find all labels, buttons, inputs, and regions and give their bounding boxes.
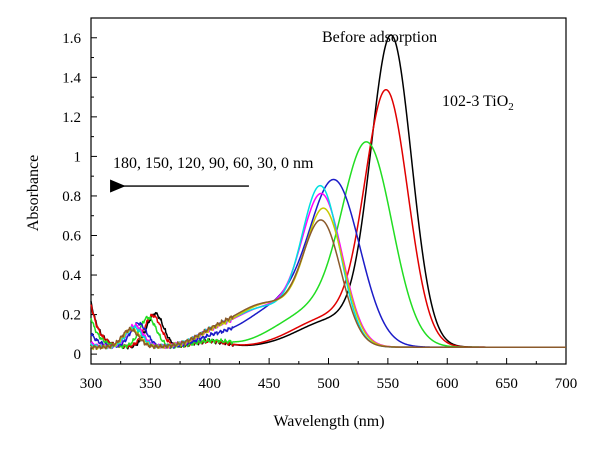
y-tick-label: 1 (74, 149, 82, 165)
x-tick-label: 450 (258, 376, 281, 392)
x-tick-label: 400 (199, 376, 222, 392)
x-tick-label: 500 (317, 376, 340, 392)
x-tick-label: 700 (555, 376, 578, 392)
sample-label: 102-3 TiO2 (442, 93, 514, 113)
y-tick-label: 1.2 (62, 110, 81, 126)
x-axis-title: Wavelength (nm) (273, 413, 384, 430)
series-layer (90, 34, 567, 351)
y-axis-ticks: 0 0.2 0.4 0.6 0.8 1 1.2 1.4 1.6 (62, 31, 97, 363)
x-axis-ticks: 300 350 400 450 500 550 600 650 700 (80, 358, 578, 392)
y-tick-label: 0.6 (62, 228, 81, 244)
y-tick-label: 1.6 (62, 31, 81, 47)
sample-label-main: 102-3 TiO (442, 93, 508, 110)
y-tick-label: 1.4 (62, 70, 81, 86)
x-tick-label: 600 (436, 376, 459, 392)
y-tick-label: 0 (74, 347, 82, 363)
x-tick-label: 550 (377, 376, 400, 392)
series-line (90, 219, 567, 350)
y-axis-title: Absorbance (25, 155, 42, 231)
y-tick-label: 0.4 (62, 268, 81, 284)
y-tick-label: 0.8 (62, 189, 81, 205)
time-series-label: 180, 150, 120, 90, 60, 30, 0 nm (113, 155, 314, 172)
series-line (90, 34, 567, 350)
x-tick-label: 350 (139, 376, 162, 392)
sample-label-subscript: 2 (508, 101, 514, 113)
before-adsorption-label: Before adsorption (322, 29, 437, 46)
y-tick-label: 0.2 (62, 308, 81, 324)
series-line (90, 88, 567, 349)
x-tick-label: 650 (495, 376, 518, 392)
x-tick-label: 300 (80, 376, 103, 392)
